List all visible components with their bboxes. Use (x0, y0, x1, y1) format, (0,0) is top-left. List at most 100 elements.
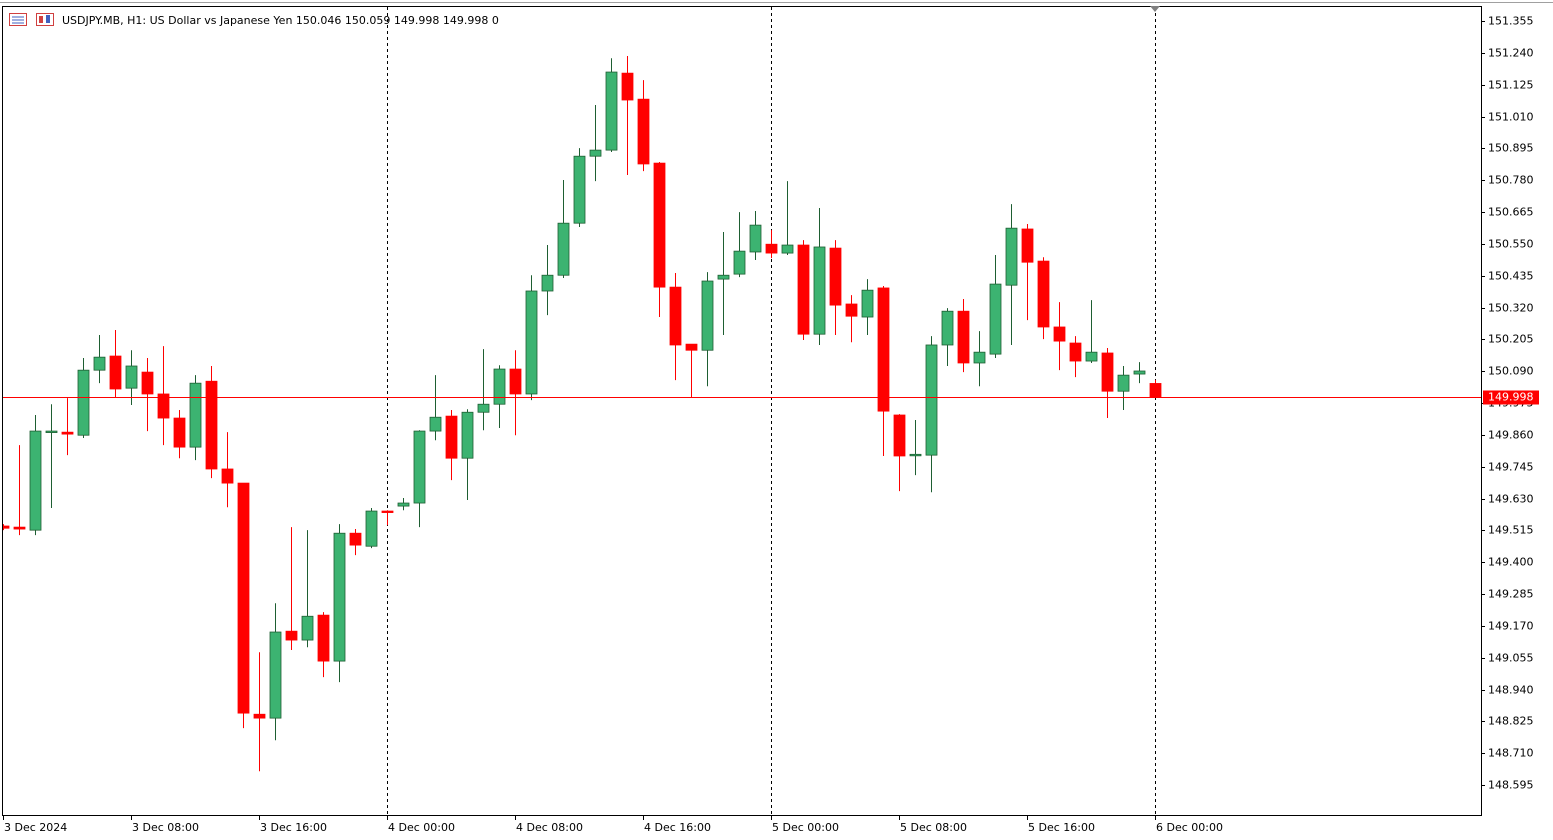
candle-body (173, 417, 186, 448)
candle-body (765, 243, 778, 254)
candle-body (925, 344, 938, 456)
candle-body (861, 289, 874, 318)
candle-body (317, 614, 330, 662)
candle-body (733, 250, 746, 275)
candle-body (845, 303, 858, 317)
y-tick-label: 151.010 (1488, 111, 1534, 124)
y-tick-label: 150.665 (1488, 206, 1534, 219)
candle-body (941, 310, 954, 346)
candle-body (669, 286, 682, 346)
candle-body (1101, 352, 1114, 392)
y-tick-label: 149.515 (1488, 524, 1534, 537)
candle-body (781, 244, 794, 254)
y-tick-label: 148.940 (1488, 684, 1534, 697)
candle-body (333, 532, 346, 662)
candle-body (685, 343, 698, 351)
candle-body (1069, 342, 1082, 362)
candle-body (989, 283, 1002, 355)
candle-body (253, 713, 266, 719)
candle-body (1133, 370, 1146, 375)
candle-body (237, 482, 250, 714)
candle-body (61, 431, 74, 435)
y-tick-label: 149.745 (1488, 461, 1534, 474)
candle-body (397, 502, 410, 507)
candle-body (141, 371, 154, 395)
candle-body (973, 351, 986, 364)
y-tick-label: 151.240 (1488, 47, 1534, 60)
candle-body (1085, 351, 1098, 362)
candle-body (541, 274, 554, 292)
candle-body (445, 415, 458, 459)
y-tick-label: 150.205 (1488, 333, 1534, 346)
candle-body (877, 287, 890, 412)
y-tick-label: 150.320 (1488, 302, 1534, 315)
y-tick-label: 149.055 (1488, 652, 1534, 665)
candle-body (413, 430, 426, 504)
icon-bar (46, 15, 50, 23)
shift-marker (1150, 6, 1160, 12)
y-tick-label: 150.550 (1488, 238, 1534, 251)
current-price-box (1483, 390, 1539, 405)
candle-body (349, 532, 362, 546)
candle-body (477, 403, 490, 413)
candle-body (909, 453, 922, 457)
candle-body (1021, 228, 1034, 263)
candle-body (829, 247, 842, 306)
x-tick-label: 4 Dec 00:00 (388, 821, 455, 834)
x-tick-label: 4 Dec 08:00 (516, 821, 583, 834)
candle-body (717, 274, 730, 280)
x-tick-label: 6 Dec 00:00 (1156, 821, 1223, 834)
x-tick-label: 5 Dec 00:00 (772, 821, 839, 834)
candle-body (365, 510, 378, 547)
y-tick-label: 148.825 (1488, 715, 1534, 728)
candle-body (93, 356, 106, 371)
candle-body (701, 280, 714, 351)
candle-body (221, 468, 234, 484)
candle-body (1053, 326, 1066, 342)
y-tick-label: 150.780 (1488, 174, 1534, 187)
candle-body (285, 630, 298, 641)
x-tick-label: 5 Dec 16:00 (1028, 821, 1095, 834)
candle-body (461, 411, 474, 459)
candle-body (893, 414, 906, 457)
candle-body (1149, 383, 1162, 398)
candle-body (957, 310, 970, 364)
candle-body (749, 224, 762, 253)
y-tick-label: 149.285 (1488, 588, 1534, 601)
x-tick-label: 5 Dec 08:00 (900, 821, 967, 834)
candle-body (157, 393, 170, 419)
x-tick-label: 3 Dec 08:00 (132, 821, 199, 834)
candle-body (1117, 374, 1130, 392)
y-tick-label: 150.435 (1488, 270, 1534, 283)
plot-frame (2, 6, 1482, 816)
x-tick-label: 4 Dec 16:00 (644, 821, 711, 834)
candles (3, 55, 1162, 772)
candle-body (269, 631, 282, 719)
candle-body (557, 222, 570, 276)
candle-body (637, 98, 650, 165)
y-tick-label: 148.595 (1488, 779, 1534, 792)
header-icons (9, 13, 54, 26)
current-price-label: 149.998 (1488, 391, 1534, 404)
chart-title: USDJPY.MB, H1: US Dollar vs Japanese Yen… (62, 14, 499, 27)
y-tick-label: 149.400 (1488, 556, 1534, 569)
candle-body (813, 246, 826, 335)
y-tick-label: 149.860 (1488, 429, 1534, 442)
candle-body (205, 380, 218, 470)
candle-body (1005, 227, 1018, 286)
candle-body (301, 615, 314, 641)
candle-body (381, 510, 394, 513)
y-tick-label: 151.355 (1488, 15, 1534, 28)
y-tick-label: 148.710 (1488, 747, 1534, 760)
candle-body (13, 526, 26, 530)
candle-body (3, 525, 10, 529)
y-tick-label: 149.630 (1488, 493, 1534, 506)
candle-body (189, 382, 202, 448)
candle-body (605, 71, 618, 151)
candle-body (621, 72, 634, 101)
candle-body (573, 155, 586, 224)
candle-body (589, 149, 602, 157)
